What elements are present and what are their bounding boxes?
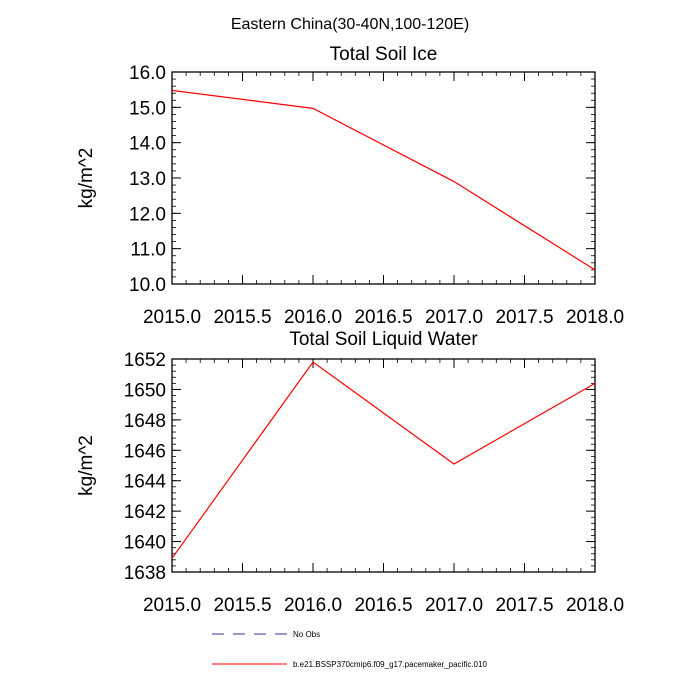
y-tick-label: 1644 [124, 472, 167, 493]
x-tick-label: 2017.0 [425, 307, 483, 328]
y-tick-label: 16.0 [129, 63, 166, 84]
y-tick-label: 1648 [124, 411, 166, 432]
chart-title: Total Soil Ice [330, 44, 438, 65]
legend-label: No Obs [293, 630, 320, 639]
legend: No Obs b.e21.BSSP370cmip6.f09_g17.pacemak… [212, 630, 487, 669]
x-tick-label: 2015.0 [143, 307, 201, 328]
legend-item: No Obs [212, 630, 320, 639]
x-tick-label: 2016.0 [284, 307, 342, 328]
x-tick-label: 2015.5 [213, 595, 271, 616]
series-line [171, 361, 596, 559]
chart-panel-2: Total Soil Liquid Water kg/m^2 2015.0 2015.… [76, 329, 624, 616]
y-tick-label: 11.0 [130, 240, 166, 261]
page-title: Eastern China(30-40N,100-120E) [231, 16, 469, 33]
x-tick-label: 2018.0 [566, 595, 624, 616]
y-tick-label: 1652 [124, 350, 166, 371]
y-tick-label: 1642 [124, 502, 166, 523]
y-tick-label: 1640 [124, 533, 166, 554]
x-tick-label: 2017.5 [495, 307, 553, 328]
y-tick-label: 10.0 [129, 275, 166, 296]
x-tick-label: 2016.5 [354, 307, 412, 328]
x-tick-label: 2016.0 [284, 595, 342, 616]
y-axis-label: kg/m^2 [76, 148, 97, 209]
y-tick-label: 15.0 [129, 98, 166, 119]
legend-label: b.e21.BSSP370cmip6.f09_g17.pacemaker_pac… [293, 660, 487, 669]
x-tick-label: 2016.5 [354, 595, 412, 616]
y-tick-label: 13.0 [129, 169, 166, 190]
plot-frame [171, 71, 596, 285]
series-line [171, 89, 596, 271]
chart-title: Total Soil Liquid Water [289, 329, 478, 350]
x-tick-label: 2018.0 [566, 307, 624, 328]
x-tick-label: 2015.0 [143, 595, 201, 616]
legend-item: b.e21.BSSP370cmip6.f09_g17.pacemaker_pac… [212, 660, 487, 669]
x-tick-label: 2017.5 [495, 595, 553, 616]
x-tick-label: 2017.0 [425, 595, 483, 616]
y-tick-label: 12.0 [129, 204, 166, 225]
chart-panels: Total Soil Ice kg/m^2 2015.0 2015.5 2016.0 20… [76, 44, 624, 616]
plot-frame [171, 358, 596, 573]
chart-panel-1: Total Soil Ice kg/m^2 2015.0 2015.5 2016.0 20… [76, 44, 624, 328]
y-tick-label: 14.0 [129, 134, 166, 155]
y-axis-label: kg/m^2 [76, 435, 97, 496]
y-tick-label: 1646 [124, 441, 166, 462]
y-tick-label: 1638 [124, 563, 166, 584]
x-tick-label: 2015.5 [213, 307, 271, 328]
y-tick-label: 1650 [124, 380, 166, 401]
